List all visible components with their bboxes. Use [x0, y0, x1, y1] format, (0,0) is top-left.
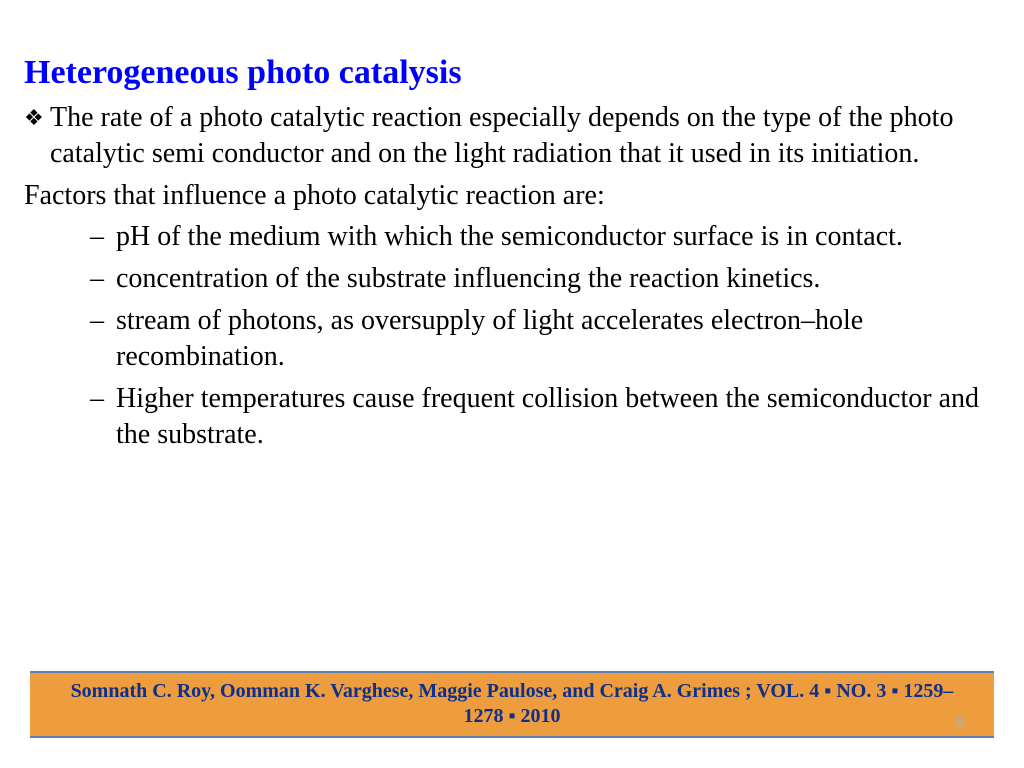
sub-bullet-text: Higher temperatures cause frequent colli… — [116, 381, 1004, 453]
sub-bullet-text: concentration of the substrate influenci… — [116, 261, 1004, 297]
slide-title: Heterogeneous photo catalysis — [20, 54, 1004, 92]
reference-footer: Somnath C. Roy, Oomman K. Varghese, Magg… — [30, 671, 994, 738]
dash-bullet-icon: – — [90, 303, 116, 339]
sub-bullet: – Higher temperatures cause frequent col… — [20, 381, 1004, 453]
sub-bullet: – pH of the medium with which the semico… — [20, 219, 1004, 255]
dash-bullet-icon: – — [90, 381, 116, 417]
sub-bullet-text: pH of the medium with which the semicond… — [116, 219, 1004, 255]
main-bullet: ❖ The rate of a photo catalytic reaction… — [20, 100, 1004, 172]
page-number: 9 — [955, 714, 964, 732]
sub-bullet-text: stream of photons, as oversupply of ligh… — [116, 303, 1004, 375]
dash-bullet-icon: – — [90, 219, 116, 255]
dash-bullet-icon: – — [90, 261, 116, 297]
factors-intro: Factors that influence a photo catalytic… — [20, 178, 1004, 214]
main-bullet-text: The rate of a photo catalytic reaction e… — [50, 100, 1004, 172]
slide-container: Heterogeneous photo catalysis ❖ The rate… — [0, 0, 1024, 768]
diamond-bullet-icon: ❖ — [24, 100, 50, 136]
reference-text: Somnath C. Roy, Oomman K. Varghese, Magg… — [58, 679, 966, 730]
sub-bullet: – stream of photons, as oversupply of li… — [20, 303, 1004, 375]
sub-bullet: – concentration of the substrate influen… — [20, 261, 1004, 297]
